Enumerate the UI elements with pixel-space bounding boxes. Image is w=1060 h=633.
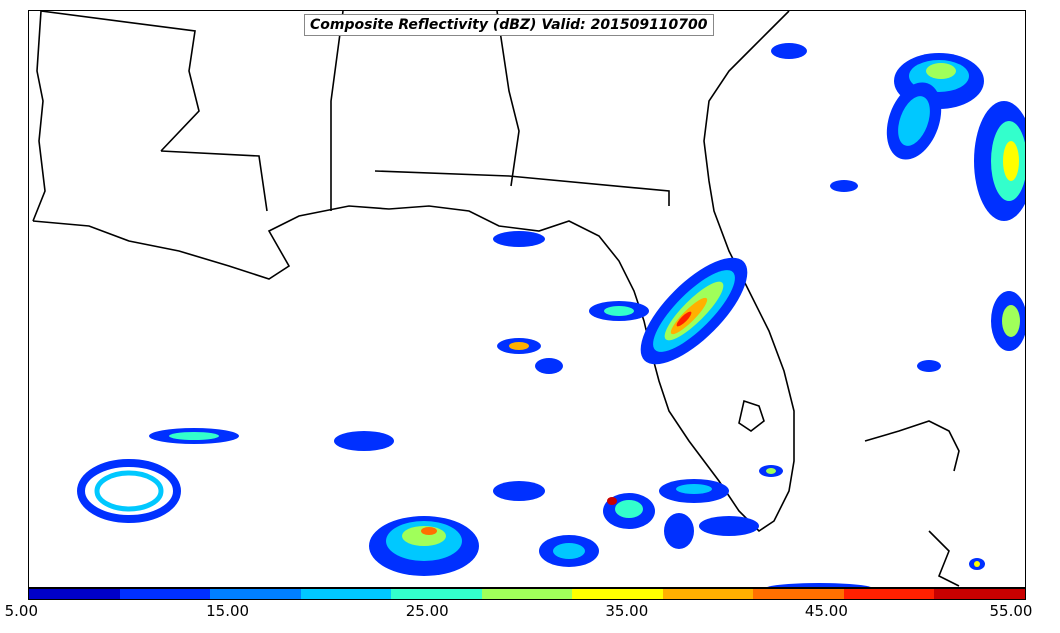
state-border-ms-al (330, 11, 344, 211)
colorbar-segment-6 (572, 589, 663, 599)
coastlines-and-borders (32, 11, 960, 587)
map-panel (28, 10, 1026, 588)
map-title: Composite Reflectivity (dBZ) Valid: 2015… (304, 14, 714, 36)
echo-north-florida-line (640, 257, 748, 365)
colorbar-tick-label-0: 5.00 (4, 602, 39, 620)
map-canvas (32, 11, 1025, 587)
colorbar-segment-1 (119, 589, 211, 599)
reflectivity-echoes (77, 43, 1025, 587)
echo-atlantic-northeast (886, 53, 984, 160)
colorbar (28, 588, 1026, 600)
colorbar-segment-10 (934, 589, 1026, 599)
colorbar-segment-5 (481, 589, 573, 599)
state-border-ar-la (40, 11, 200, 152)
colorbar-tick-label-5: 55.00 (989, 602, 1033, 620)
bahamas-coast (928, 530, 960, 587)
colorbar-tick-label-3: 35.00 (605, 602, 649, 620)
echo-florida-straits (603, 479, 871, 587)
echo-south-gulf-cluster (334, 431, 599, 576)
echo-hurricane-spiral (77, 428, 239, 523)
colorbar-segment-4 (391, 589, 482, 599)
state-border-la-ms (32, 11, 46, 222)
colorbar-tick-label-2: 25.00 (405, 602, 449, 620)
echo-gulf-small-cells (493, 43, 985, 570)
colorbar-segment-0 (29, 589, 120, 599)
state-border-ga-fl (374, 170, 670, 206)
colorbar-tick-label-1: 15.00 (206, 602, 250, 620)
state-border-tn (160, 150, 268, 212)
cuba-coast (864, 420, 960, 472)
colorbar-segment-3 (300, 589, 392, 599)
echo-atlantic-east-edge (974, 101, 1025, 351)
gulf-coast (32, 11, 795, 533)
colorbar-tick-label-4: 45.00 (804, 602, 848, 620)
state-border-al-ga (496, 11, 520, 187)
colorbar-segment-2 (210, 589, 301, 599)
lake-okeechobee (738, 399, 765, 432)
colorbar-segment-7 (662, 589, 754, 599)
colorbar-segment-9 (843, 589, 935, 599)
colorbar-segment-8 (753, 589, 844, 599)
